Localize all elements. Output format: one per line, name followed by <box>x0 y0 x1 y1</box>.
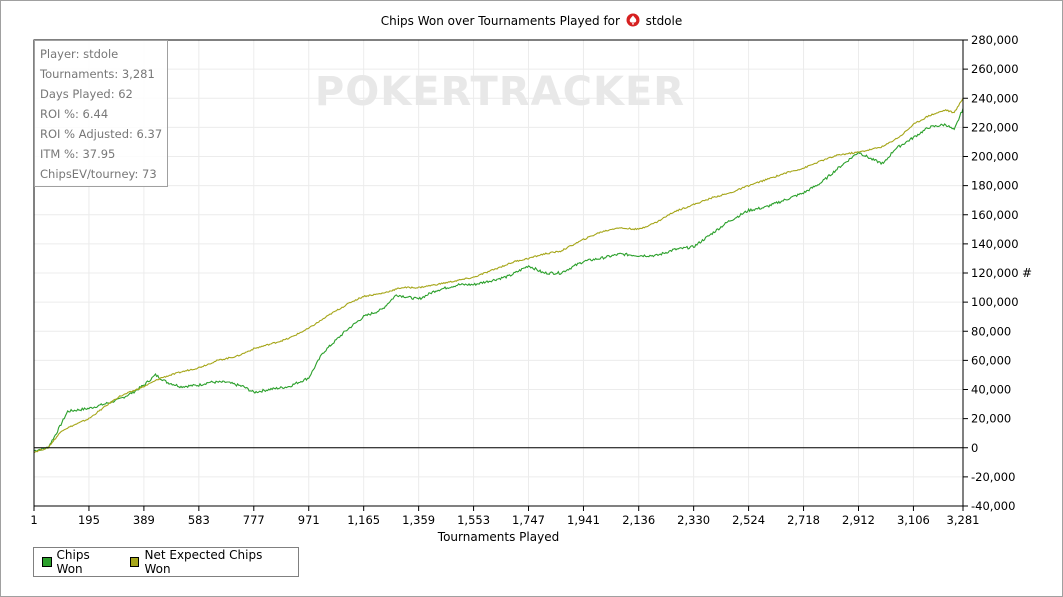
chart-title-prefix: Chips Won over Tournaments Played for <box>380 14 620 28</box>
y-tick-label: 40,000 <box>971 383 1011 397</box>
chart-title-player: stdole <box>645 14 683 28</box>
x-tick-label: 1 <box>30 513 37 527</box>
legend-swatch-chips-won <box>42 557 52 567</box>
x-tick-label: 3,281 <box>947 513 980 527</box>
x-tick-label: 2,718 <box>787 513 820 527</box>
series-layer <box>33 98 964 454</box>
x-tick-label: 2,136 <box>622 513 655 527</box>
legend-label-net-expected: Net Expected Chips Won <box>144 548 263 576</box>
x-tick-label: 1,165 <box>347 513 380 527</box>
y-tick-label: 100,000 <box>971 295 1019 309</box>
y-tick-label: 160,000 <box>971 208 1019 222</box>
player-stats-box: Player: stdole Tournaments: 3,281 Days P… <box>34 40 168 187</box>
y-axis-label: # <box>1022 266 1033 280</box>
legend-label-chips-won: Chips Won <box>56 548 90 576</box>
axes-layer: 1 195 389 583 777 971 1,165 1,359 1,553 1,747 1,94… <box>30 33 1018 527</box>
x-tick-label: 2,524 <box>732 513 765 527</box>
x-tick-label: 971 <box>298 513 320 527</box>
pokertracker-spade-icon <box>626 13 640 27</box>
y-tick-label: 180,000 <box>971 179 1019 193</box>
stat-itm: ITM %: 37.95 <box>40 147 116 161</box>
y-tick-label: 240,000 <box>971 91 1019 105</box>
chart-title: Chips Won over Tournaments Played for st… <box>0 13 1063 28</box>
x-tick-label: 1,553 <box>457 513 490 527</box>
x-axis-label: Tournaments Played <box>437 530 560 544</box>
series-line-chips-won <box>33 108 964 452</box>
x-tick-label: 195 <box>78 513 100 527</box>
y-tick-label: 0 <box>971 441 978 455</box>
x-tick-label: 583 <box>188 513 210 527</box>
y-tick-label: 260,000 <box>971 62 1019 76</box>
pokertracker-watermark: POKERTRACKER <box>315 69 685 115</box>
legend-item-chips-won[interactable]: Chips Won <box>42 548 116 576</box>
y-tick-label: 120,000 <box>971 266 1019 280</box>
stat-tournaments: Tournaments: 3,281 <box>40 67 155 81</box>
x-tick-label: 3,106 <box>897 513 930 527</box>
legend-item-net-expected[interactable]: Net Expected Chips Won <box>129 548 284 576</box>
y-tick-label: 80,000 <box>971 324 1011 338</box>
y-tick-label: 280,000 <box>971 33 1019 47</box>
x-tick-label: 1,941 <box>567 513 600 527</box>
stat-chipsev: ChipsEV/tourney: 73 <box>40 167 157 181</box>
x-tick-label: 777 <box>243 513 265 527</box>
stat-roi-adjusted: ROI % Adjusted: 6.37 <box>40 127 163 141</box>
legend-swatch-net-expected <box>129 557 140 567</box>
stat-roi: ROI %: 6.44 <box>40 107 109 121</box>
y-tick-label: 220,000 <box>971 120 1019 134</box>
x-tick-label: 2,912 <box>842 513 875 527</box>
y-tick-label: 200,000 <box>971 150 1019 164</box>
stat-player: Player: stdole <box>40 47 119 61</box>
y-tick-label: -20,000 <box>971 470 1015 484</box>
x-tick-label: 1,747 <box>512 513 545 527</box>
y-tick-label: 60,000 <box>971 353 1011 367</box>
y-tick-label: 140,000 <box>971 237 1019 251</box>
stat-days-played: Days Played: 62 <box>40 87 133 101</box>
x-tick-label: 1,359 <box>402 513 435 527</box>
y-tick-label: -40,000 <box>971 499 1015 513</box>
chart-legend: Chips Won Net Expected Chips Won <box>33 547 299 577</box>
x-tick-label: 2,330 <box>677 513 710 527</box>
y-tick-label: 20,000 <box>971 412 1011 426</box>
series-line-net-expected <box>33 98 964 454</box>
x-tick-label: 389 <box>133 513 155 527</box>
